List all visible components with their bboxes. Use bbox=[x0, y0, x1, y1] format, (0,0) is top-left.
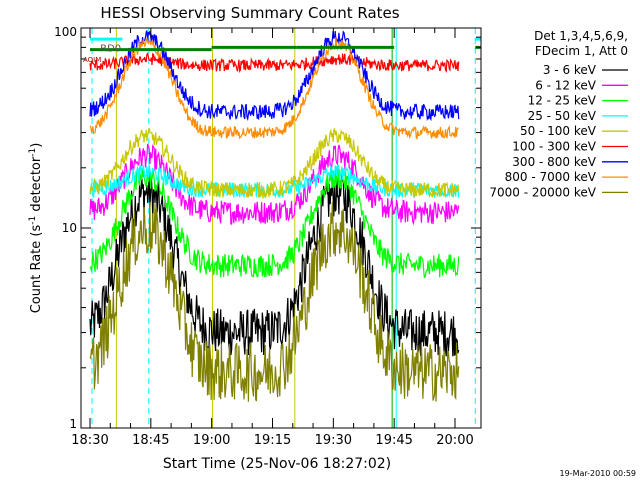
y-label-exp1: -1 bbox=[28, 216, 38, 225]
y-label-main: Count Rate (s bbox=[29, 225, 44, 314]
legend-header-line2: FDecim 1, Att 0 bbox=[535, 44, 628, 58]
x-tick-label: 19:30 bbox=[315, 433, 352, 448]
rd-marker-label: RD0 bbox=[100, 43, 121, 54]
x-tick-label: 18:30 bbox=[71, 433, 108, 448]
x-tick-label: 19:00 bbox=[193, 433, 230, 448]
plot-content: RD0 AOIM bbox=[83, 28, 481, 428]
y-axis-label: Count Rate (s-1 detector-1) bbox=[28, 143, 44, 314]
x-axis-label: Start Time (25-Nov-06 18:27:02) bbox=[163, 456, 391, 472]
y-label-exp2: -1 bbox=[28, 148, 38, 157]
aoim-marker-label: AOIM bbox=[83, 56, 101, 64]
series-line bbox=[89, 52, 460, 74]
legend-entry-label: 6 - 12 keV bbox=[535, 78, 597, 92]
footer-date: 19-Mar-2010 00:59 bbox=[560, 469, 637, 478]
axes: 1 10 100 18:30 18:45 19:00 19:15 19:30 19:45 20:0… bbox=[54, 25, 481, 448]
legend-entry-label: 3 - 6 keV bbox=[543, 63, 597, 77]
series-line bbox=[89, 201, 460, 402]
x-tick-label: 19:15 bbox=[254, 433, 291, 448]
x-tick-label: 18:45 bbox=[132, 433, 169, 448]
legend-entry-label: 300 - 800 keV bbox=[512, 155, 596, 169]
legend-entry-label: 100 - 300 keV bbox=[512, 140, 596, 154]
legend-entry-label: 7000 - 20000 keV bbox=[489, 185, 596, 199]
legend-header-line1: Det 1,3,4,5,6,9, bbox=[534, 29, 628, 43]
chart-title: HESSI Observing Summary Count Rates bbox=[100, 4, 399, 22]
y-tick-label: 1 bbox=[69, 417, 77, 431]
y-label-end: ) bbox=[29, 143, 44, 148]
legend-entry-label: 12 - 25 keV bbox=[528, 94, 597, 108]
x-tick-label: 20:00 bbox=[436, 433, 473, 448]
series-line bbox=[89, 36, 460, 140]
series-line bbox=[89, 127, 460, 200]
legend-entry-label: 25 - 50 keV bbox=[528, 109, 597, 123]
x-tick-label: 19:45 bbox=[375, 433, 412, 448]
legend-entry-label: 800 - 7000 keV bbox=[505, 170, 597, 184]
y-tick-label: 100 bbox=[54, 25, 77, 39]
y-tick-label: 10 bbox=[62, 221, 77, 235]
series-line bbox=[89, 143, 460, 226]
y-label-mid: detector bbox=[29, 156, 44, 216]
legend-entry-label: 50 - 100 keV bbox=[520, 124, 597, 138]
